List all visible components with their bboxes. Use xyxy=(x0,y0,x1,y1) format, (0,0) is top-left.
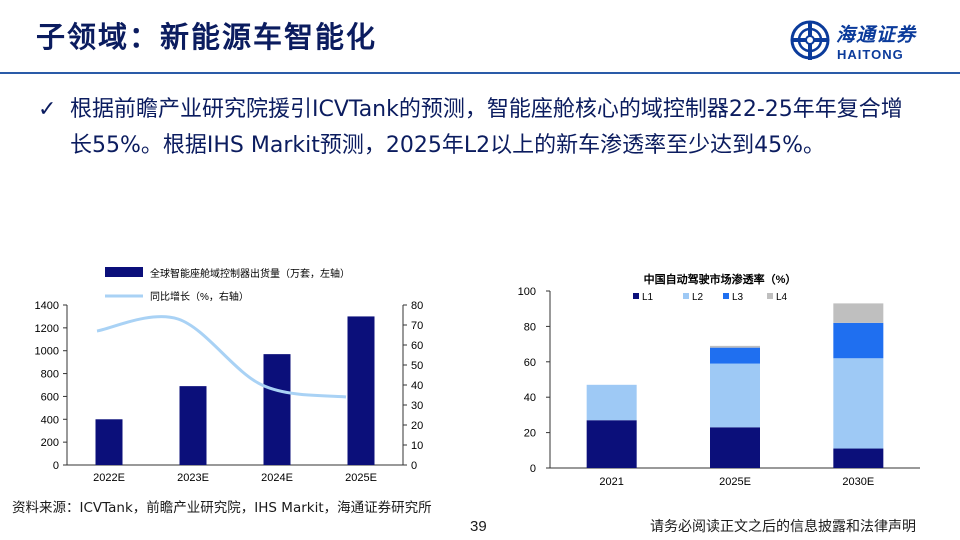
right-tick-label: 80 xyxy=(411,300,423,312)
left-tick-label: 200 xyxy=(41,437,59,449)
bar-L2-2030E xyxy=(833,358,884,449)
x-tick-label: 2025E xyxy=(345,472,377,484)
left-tick-label: 1400 xyxy=(35,300,59,312)
bar-shipments-2023E xyxy=(179,386,207,465)
bar-L2-2021 xyxy=(586,384,637,421)
bar-L3-2030E xyxy=(833,322,884,359)
bar-L1-2021 xyxy=(586,420,637,468)
legend-label-L2: L2 xyxy=(692,292,704,303)
bar-shipments-2022E xyxy=(95,419,123,465)
y-tick-label: 20 xyxy=(524,428,536,440)
x-tick-label: 2022E xyxy=(93,472,125,484)
bar-L4-2025E xyxy=(710,345,760,348)
left-tick-label: 800 xyxy=(41,369,59,381)
legend-label-shipments: 全球智能座舱域控制器出货量（万套，左轴） xyxy=(150,267,350,280)
right-tick-label: 10 xyxy=(411,440,423,452)
haitong-logo: 海通证券 HAITONG xyxy=(790,20,950,70)
bar-L1-2025E xyxy=(710,427,760,468)
y-tick-label: 60 xyxy=(524,357,536,369)
x-tick-label: 2025E xyxy=(719,476,751,488)
logo-english-name: HAITONG xyxy=(837,47,904,62)
right-tick-label: 60 xyxy=(411,340,423,352)
legend-label-L3: L3 xyxy=(732,292,744,303)
check-icon: ✓ xyxy=(38,97,57,122)
line-growth-rate xyxy=(96,315,347,399)
y-tick-label: 0 xyxy=(530,463,536,475)
right-tick-label: 40 xyxy=(411,380,423,392)
x-tick-label: 2021 xyxy=(599,476,623,488)
header-divider xyxy=(0,72,960,74)
source-note: 资料来源：ICVTank，前瞻产业研究院，IHS Markit，海通证券研究所 xyxy=(12,500,432,516)
right-tick-label: 70 xyxy=(411,320,423,332)
legend-label-growth: 同比增长（%，右轴） xyxy=(150,290,249,303)
bar-L2-2025E xyxy=(710,363,760,428)
autonomous-penetration-chart: 中国自动驾驶市场渗透率（%） L1 L2 L3 L4 0 20 40 60 80 100 2021 20… xyxy=(518,272,920,488)
haitong-emblem-icon xyxy=(790,20,830,60)
bar-L1-2030E xyxy=(833,448,884,468)
x-tick-label: 2030E xyxy=(842,476,874,488)
bullet-text: 根据前瞻产业研究院援引ICVTank的预测，智能座舱核心的域控制器22-25年年… xyxy=(70,97,903,158)
y-tick-label: 100 xyxy=(518,286,536,298)
y-tick-label: 40 xyxy=(524,392,536,404)
bar-shipments-2024E xyxy=(263,354,291,465)
disclaimer-note: 请务必阅读正文之后的信息披露和法律声明 xyxy=(650,519,916,535)
bullet-point: ✓ 根据前瞻产业研究院援引ICVTank的预测，智能座舱核心的域控制器22-25… xyxy=(38,92,918,164)
left-tick-label: 1000 xyxy=(35,346,59,358)
right-tick-label: 30 xyxy=(411,400,423,412)
left-tick-label: 400 xyxy=(41,414,59,426)
legend-swatch-L3 xyxy=(723,293,729,299)
right-tick-label: 0 xyxy=(411,460,417,472)
bar-shipments-2025E xyxy=(347,316,375,465)
legend-swatch-L1 xyxy=(633,293,639,299)
bar-L4-2030E xyxy=(833,303,884,323)
legend-swatch-L2 xyxy=(683,293,689,299)
x-tick-label: 2024E xyxy=(261,472,293,484)
right-tick-label: 20 xyxy=(411,420,423,432)
logo-chinese-name: 海通证券 xyxy=(836,24,917,46)
chart-title: 中国自动驾驶市场渗透率（%） xyxy=(644,272,797,286)
y-tick-label: 80 xyxy=(524,321,536,333)
left-tick-label: 0 xyxy=(53,460,59,472)
page-number: 39 xyxy=(470,518,487,535)
x-tick-label: 2023E xyxy=(177,472,209,484)
shipment-growth-chart: 全球智能座舱域控制器出货量（万套，左轴）同比增长（%，右轴）0200400600… xyxy=(35,267,423,484)
legend-label-L1: L1 xyxy=(642,292,654,303)
bar-L3-2025E xyxy=(710,347,760,364)
legend-swatch-L4 xyxy=(767,293,773,299)
page-title: 子领域：新能源车智能化 xyxy=(36,20,378,54)
right-tick-label: 50 xyxy=(411,360,423,372)
legend-swatch-shipments xyxy=(105,267,143,277)
left-tick-label: 1200 xyxy=(35,323,59,335)
legend-label-L4: L4 xyxy=(776,292,788,303)
left-tick-label: 600 xyxy=(41,391,59,403)
